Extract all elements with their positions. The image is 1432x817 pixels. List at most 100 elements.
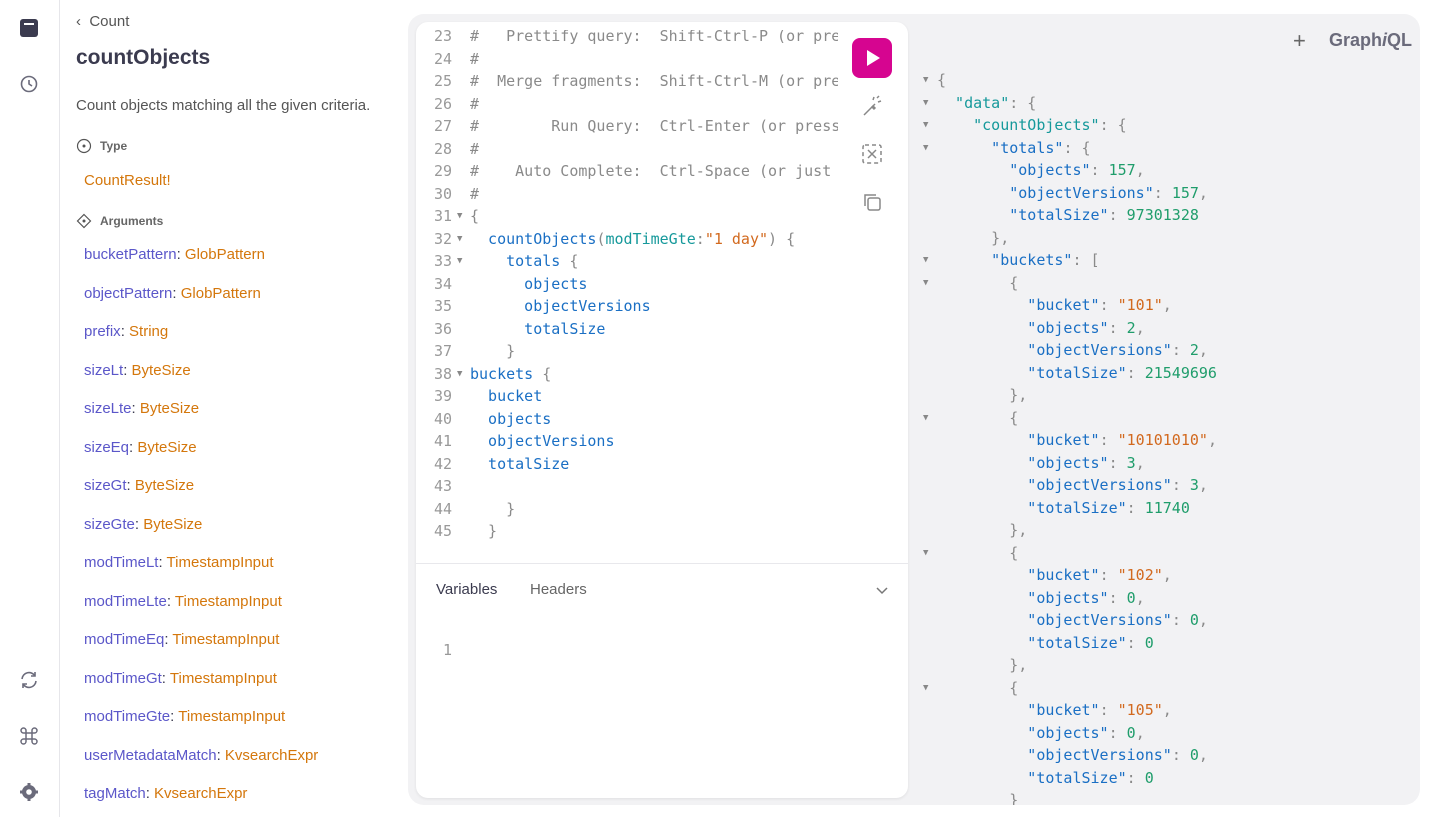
code-token: : [1171, 476, 1190, 494]
code-token: : [1099, 431, 1118, 449]
code-line: # Run Query: Ctrl-Enter (or press [470, 115, 838, 138]
argument-name[interactable]: bucketPattern [84, 246, 177, 263]
code-area: 23 # Prettify query: Shift-Ctrl-P (or pre… [416, 30, 838, 548]
argument-name[interactable]: userMetadataMatch [84, 746, 217, 764]
fold-arrow[interactable]: ▼ [457, 233, 463, 244]
code-token: , [1198, 746, 1208, 764]
settings-icon[interactable] [19, 782, 39, 802]
query-editor: 23 # Prettify query: Shift-Ctrl-P (or pre… [416, 22, 908, 798]
session: 23 # Prettify query: Shift-Ctrl-P (or pre… [408, 14, 1420, 805]
code-token: , [1207, 431, 1217, 449]
fold-arrow[interactable]: ▼ [923, 97, 929, 108]
code-line: { [470, 205, 479, 228]
line-number: 33 [433, 252, 452, 270]
docs-icon[interactable] [19, 18, 39, 38]
argument-name[interactable]: prefix [84, 323, 121, 340]
argument: objectPattern: GlobPattern [84, 284, 261, 302]
argument-type[interactable]: ByteSize [139, 400, 200, 417]
fold-arrow[interactable]: ▼ [923, 682, 929, 693]
add-tab[interactable]: + [1293, 28, 1306, 53]
argument-name[interactable]: tagMatch [84, 785, 146, 802]
copy-button[interactable] [860, 190, 884, 214]
fold-arrow[interactable]: ▼ [923, 277, 929, 288]
code-token: 0 [1144, 768, 1154, 787]
fold-arrow[interactable]: ▼ [457, 368, 463, 379]
code-token: : [1108, 723, 1127, 742]
argument-type[interactable]: ByteSize [137, 438, 197, 456]
argument-type[interactable]: TimestampInput [169, 669, 277, 687]
editor-tab[interactable]: Variables [436, 581, 498, 598]
code-token: "totalSize" [937, 498, 1127, 517]
editor-tab[interactable]: Headers [530, 581, 587, 598]
line-number: 44 [433, 499, 452, 518]
argument-name[interactable]: sizeEq [84, 438, 130, 456]
argument-name[interactable]: modTimeGt [84, 669, 162, 687]
argument-type[interactable]: TimestampInput [172, 631, 280, 648]
code-token: : [1108, 453, 1127, 472]
argument-type[interactable]: ByteSize [134, 477, 195, 494]
fold-arrow[interactable]: ▼ [923, 75, 929, 85]
code-token: , [1198, 341, 1208, 359]
argument: modTimeEq: TimestampInput [84, 631, 280, 648]
result-line: "totalSize": 0 [937, 632, 1153, 655]
result-line: } [937, 789, 1018, 805]
argument-type[interactable]: TimestampInput [166, 554, 274, 571]
argument-name[interactable]: sizeGte [84, 515, 135, 533]
fold-arrow[interactable]: ▼ [923, 412, 929, 423]
code-token: : { [1099, 116, 1127, 134]
argument-name[interactable]: sizeGt [84, 477, 127, 494]
argument-name[interactable]: sizeLte [84, 400, 132, 417]
argument-type[interactable]: GlobPattern [184, 246, 265, 263]
argument-name[interactable]: modTimeLte [84, 592, 167, 610]
argument-name[interactable]: modTimeEq [84, 631, 165, 648]
argument: modTimeGt: TimestampInput [84, 669, 277, 687]
result-line: "objectVersions": 157, [937, 182, 1208, 205]
code-token: modTimeGte [605, 229, 696, 248]
fold-arrow[interactable]: ▼ [457, 256, 463, 266]
collapse-toggle[interactable] [874, 582, 890, 598]
result-line: "objects": 0, [937, 722, 1144, 745]
argument-name[interactable]: modTimeLt [84, 554, 159, 571]
fold-arrow[interactable]: ▼ [923, 142, 929, 153]
argument-type[interactable]: TimestampInput [178, 708, 286, 725]
prettify-button[interactable] [860, 94, 884, 118]
code-line: totalSize [470, 453, 569, 476]
code-token: objects [470, 409, 552, 428]
argument-type[interactable]: String [129, 323, 169, 340]
result-line: }, [937, 384, 1027, 407]
refetch-icon[interactable] [19, 670, 39, 690]
code-token: "1 day" [704, 229, 769, 248]
code-token: { [560, 252, 579, 270]
line-number: 39 [433, 387, 452, 405]
code-token: "totals" [937, 138, 1064, 157]
history-icon[interactable] [19, 74, 39, 94]
argument-type[interactable]: GlobPattern [180, 284, 261, 302]
code-line: # [470, 183, 479, 206]
code-token: , [1162, 296, 1172, 314]
argument-name[interactable]: objectPattern [84, 284, 173, 302]
fold-arrow[interactable]: ▼ [923, 547, 929, 558]
brand-part: QL [1387, 30, 1413, 50]
argument-type[interactable]: ByteSize [131, 361, 191, 379]
line-number: 35 [433, 297, 452, 315]
return-type[interactable]: CountResult! [84, 172, 171, 189]
code-token: 0 [1189, 611, 1199, 629]
argument-type[interactable]: KvsearchExpr [224, 746, 319, 764]
shortcuts-icon[interactable] [19, 726, 39, 746]
code-token: "objectVersions" [937, 183, 1154, 202]
merge-button[interactable] [860, 142, 884, 166]
run-button[interactable] [852, 38, 892, 78]
code-token: "objects" [937, 723, 1109, 742]
code-line: objects [470, 408, 551, 431]
fold-arrow[interactable]: ▼ [923, 120, 929, 130]
argument-name[interactable]: modTimeGte [84, 708, 171, 725]
argument: bucketPattern: GlobPattern [84, 246, 265, 263]
fold-arrow[interactable]: ▼ [457, 211, 463, 221]
argument-type[interactable]: TimestampInput [174, 592, 282, 610]
argument-type[interactable]: KvsearchExpr [154, 785, 248, 802]
brand-part: i [1382, 30, 1388, 50]
argument-type[interactable]: ByteSize [143, 515, 203, 533]
back-link[interactable]: ‹ Count [76, 13, 130, 30]
fold-arrow[interactable]: ▼ [923, 255, 929, 265]
argument-name[interactable]: sizeLt [84, 361, 124, 379]
